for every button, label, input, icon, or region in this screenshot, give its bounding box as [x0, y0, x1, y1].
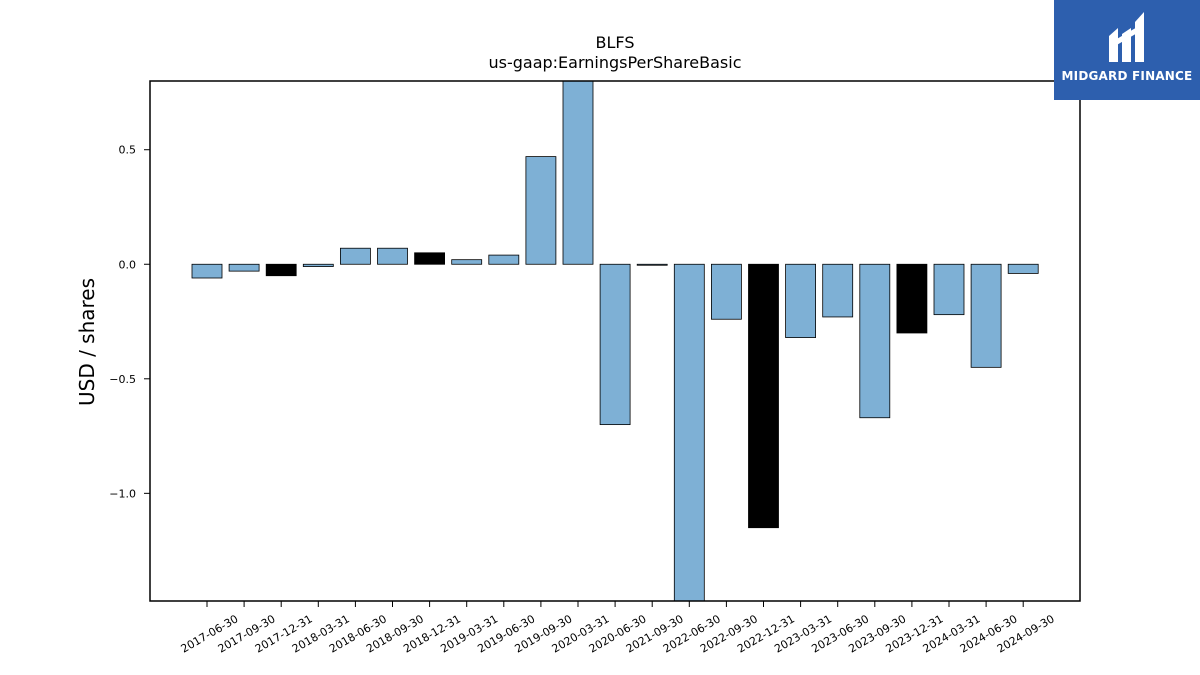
bar-2019-06-30 [488, 254, 520, 265]
bar-2024-09-30 [1007, 263, 1039, 274]
bar-2019-03-31 [451, 259, 483, 265]
bar-2021-09-30 [636, 263, 668, 266]
bar-2022-12-31 [748, 263, 779, 529]
bar-2020-03-31 [562, 81, 594, 265]
bar-2018-12-31 [414, 252, 446, 265]
bar-2017-09-30 [228, 263, 260, 272]
bar-2024-03-31 [933, 263, 965, 316]
bar-2022-09-30 [711, 263, 742, 320]
bar-2018-09-30 [377, 247, 408, 265]
bar-2017-12-31 [265, 263, 297, 277]
logo-mark-icon [1109, 12, 1144, 62]
plot-area: 0.50.0−0.5−1.02017-06-302017-09-302017-1… [109, 80, 1081, 656]
bar-2018-03-31 [302, 263, 334, 267]
bar-2017-06-30 [191, 263, 223, 279]
bar-2019-09-30 [525, 156, 557, 265]
bar-2023-03-31 [785, 263, 816, 338]
bar-2023-06-30 [822, 263, 854, 318]
chart-subtitle: us-gaap:EarningsPerShareBasic [488, 53, 741, 72]
bar-2023-12-31 [896, 263, 928, 334]
bar-2024-06-30 [970, 263, 1002, 368]
bars [191, 81, 1039, 601]
y-tick-label: 0.5 [119, 144, 137, 157]
y-tick-label: −0.5 [109, 373, 136, 386]
bar-2023-09-30 [859, 263, 891, 419]
bar-2022-06-30 [673, 263, 705, 601]
bar-2020-06-30 [599, 263, 631, 426]
chart-title: BLFS [596, 33, 635, 52]
y-tick-label: −1.0 [109, 487, 136, 500]
logo-text: MIDGARD FINANCE [1061, 69, 1193, 83]
y-tick-label: 0.0 [119, 258, 137, 271]
bar-2018-06-30 [339, 247, 371, 265]
logo: MIDGARD FINANCE [1054, 0, 1200, 100]
y-axis-label: USD / shares [75, 278, 99, 406]
